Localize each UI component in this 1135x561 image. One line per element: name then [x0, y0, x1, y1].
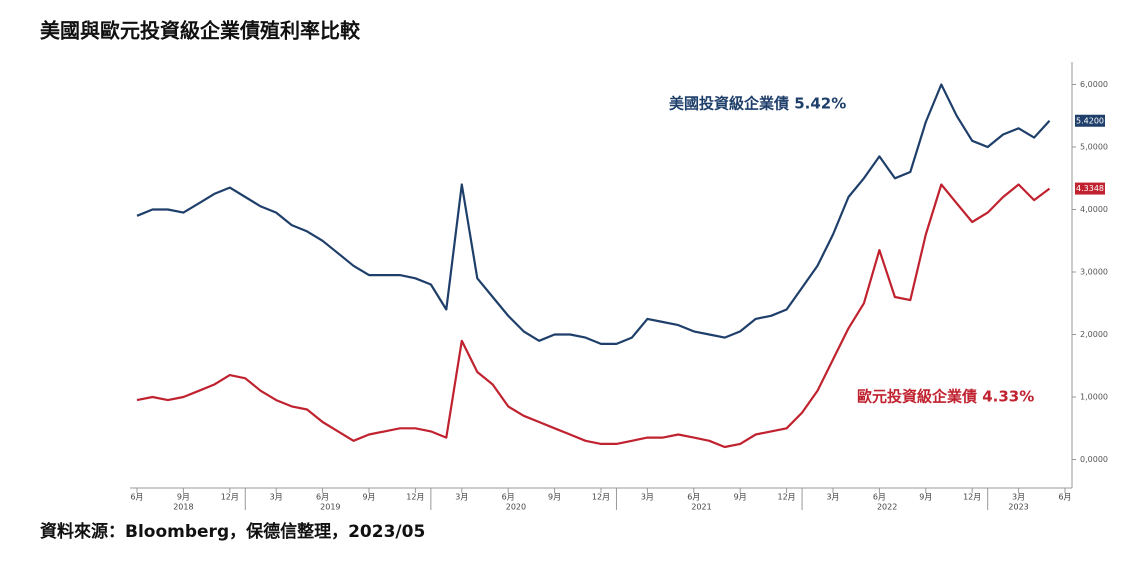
x-tick-label: 9月 — [177, 493, 190, 502]
x-tick-label: 9月 — [362, 493, 375, 502]
x-tick-label: 3月 — [270, 493, 283, 502]
series-annotation: 歐元投資級企業債 4.33% — [857, 388, 1034, 406]
series-annotation: 美國投資級企業債 5.42% — [669, 95, 846, 113]
year-label: 2023 — [1008, 503, 1028, 512]
x-tick-label: 9月 — [919, 493, 932, 502]
x-tick-label: 12月 — [592, 493, 610, 502]
x-tick-label: 9月 — [734, 493, 747, 502]
source-note: 資料來源：Bloomberg，保德信整理，2023/05 — [40, 521, 425, 542]
x-tick-label: 3月 — [1012, 493, 1025, 502]
end-tag-label: 4.3348 — [1076, 184, 1104, 193]
x-tick-label: 6月 — [502, 493, 515, 502]
x-tick-label: 6月 — [1058, 493, 1071, 502]
x-tick-label: 9月 — [548, 493, 561, 502]
y-tick-label: 0,0000 — [1080, 455, 1108, 464]
end-tag-label: 5.4200 — [1076, 116, 1104, 125]
y-tick-label: 5,0000 — [1080, 143, 1108, 152]
end-tag — [1075, 182, 1105, 195]
x-tick-label: 6月 — [316, 493, 329, 502]
x-tick-label: 12月 — [221, 493, 239, 502]
x-tick-label: 6月 — [130, 493, 143, 502]
year-label: 2022 — [877, 503, 897, 512]
year-label: 2020 — [506, 503, 526, 512]
y-tick-label: 3,0000 — [1080, 268, 1108, 277]
y-tick-label: 6,0000 — [1080, 80, 1108, 89]
x-tick-label: 6月 — [687, 493, 700, 502]
y-tick-label: 4,0000 — [1080, 205, 1108, 214]
series-line — [136, 83, 1051, 345]
end-tag — [1075, 114, 1105, 127]
x-tick-label: 3月 — [826, 493, 839, 502]
x-tick-label: 3月 — [641, 493, 654, 502]
chart-title: 美國與歐元投資級企業債殖利率比較 — [40, 19, 361, 43]
x-tick-label: 6月 — [873, 493, 886, 502]
x-tick-label: 12月 — [406, 493, 424, 502]
year-label: 2018 — [173, 503, 193, 512]
year-label: 2019 — [320, 503, 340, 512]
x-tick-label: 12月 — [963, 493, 981, 502]
year-label: 2021 — [691, 503, 711, 512]
y-tick-label: 1,0000 — [1080, 393, 1108, 402]
series-line — [136, 183, 1051, 449]
x-tick-label: 12月 — [778, 493, 796, 502]
x-tick-label: 3月 — [455, 493, 468, 502]
y-tick-label: 2,0000 — [1080, 330, 1108, 339]
